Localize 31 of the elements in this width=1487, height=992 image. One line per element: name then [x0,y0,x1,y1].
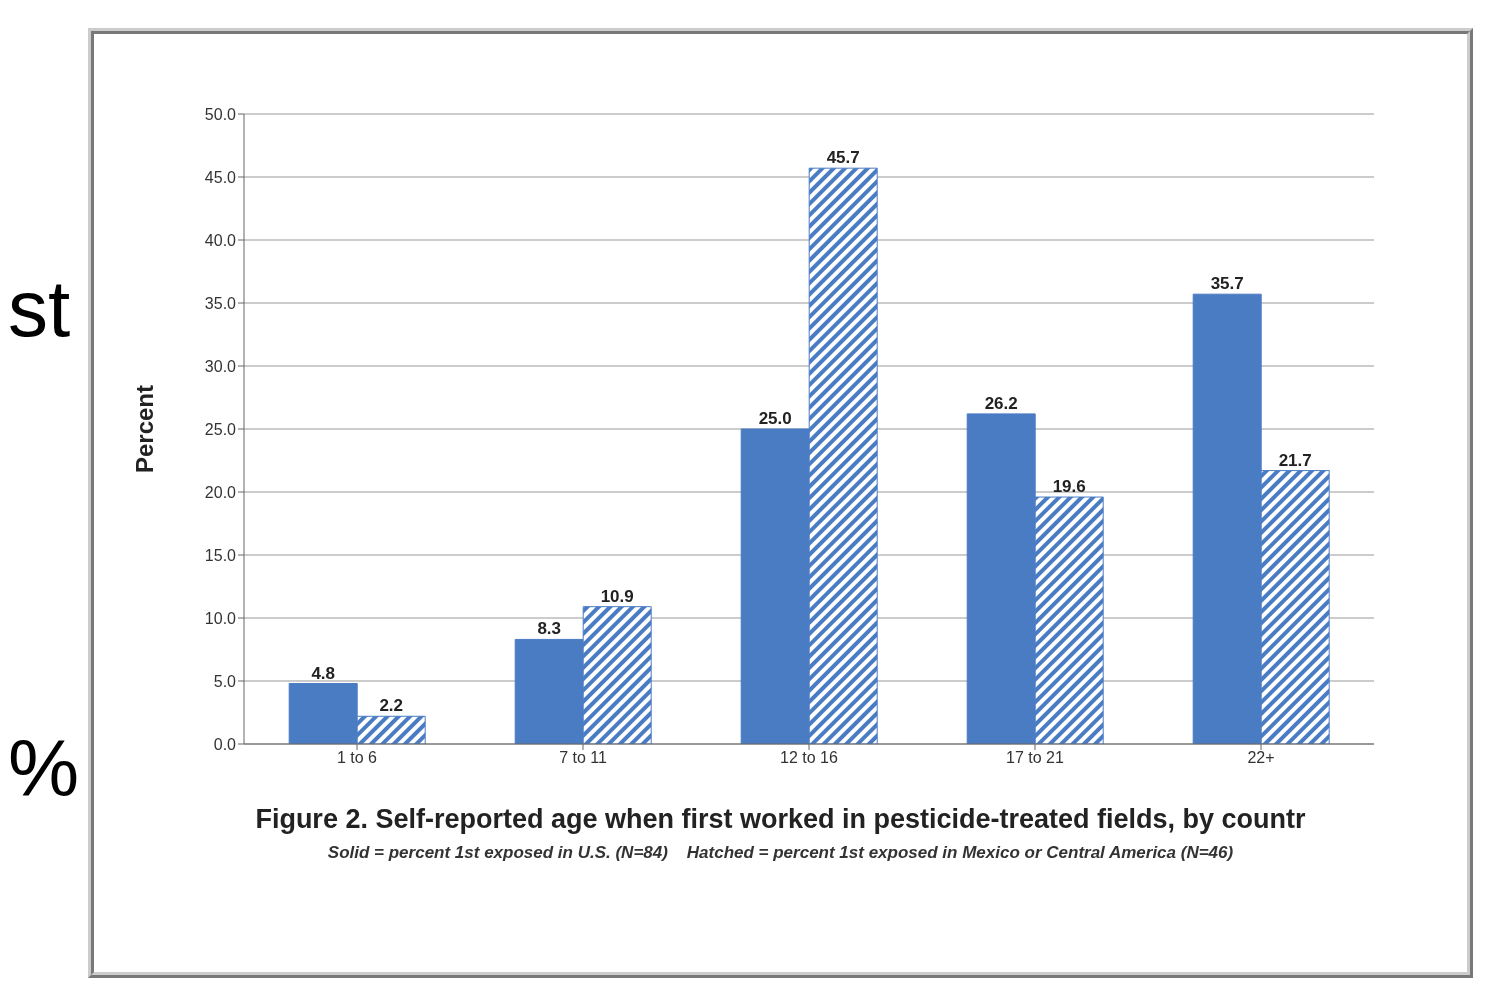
y-tick-label: 20.0 [204,483,237,501]
data-label: 26.2 [984,393,1018,413]
x-tick-label: 22+ [1247,749,1275,767]
data-label: 45.7 [826,148,860,168]
x-tick-label: 1 to 6 [336,749,378,767]
y-tick-label: 45.0 [204,168,237,186]
data-label: 35.7 [1210,274,1244,294]
y-tick-label: 25.0 [204,420,237,438]
data-label: 2.2 [379,696,404,716]
text: st [8,263,71,355]
y-tick-label: 30.0 [204,357,237,375]
data-label: 4.8 [311,663,336,683]
y-tick-label: 50.0 [204,105,237,123]
data-label: 10.9 [600,586,634,606]
y-tick-label: 35.0 [204,294,237,312]
x-tick-label: 12 to 16 [780,749,839,767]
y-tick-label: 5.0 [213,672,237,690]
text: % [8,723,80,815]
x-tick-label: 17 to 21 [1006,749,1065,767]
x-tick-label: 7 to 11 [559,749,607,767]
data-label: 25.0 [758,409,792,428]
text: Figure 2. Self-reported age when first worked in pesticide-treated fields, by countr [254,804,1307,835]
y-tick-label: 0.0 [213,735,237,753]
y-tick-label: 40.0 [204,231,237,249]
y-tick-label: 15.0 [204,546,237,564]
data-label: 21.7 [1278,450,1312,470]
text: Solid = percent 1st exposed in U.S. (N=84) Hatched = percent 1st exposed in Mexico or Central America (N=46) [326,843,1235,863]
data-label: 19.6 [1052,477,1086,497]
data-label: 8.3 [537,619,562,639]
y-tick-label: 10.0 [204,609,237,627]
y-axis-title: Percent [130,384,158,474]
